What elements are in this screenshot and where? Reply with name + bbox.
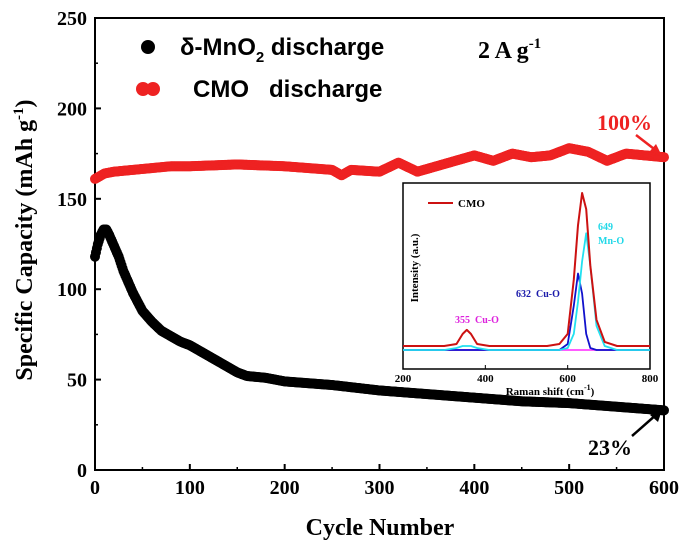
- y-tick-label: 0: [77, 460, 87, 482]
- data-point: [659, 405, 669, 416]
- x-tick-label: 400: [459, 477, 489, 499]
- y-tick-label: 200: [57, 98, 87, 120]
- legend-label-cmo: CMO discharge: [193, 76, 382, 103]
- peak-label-649-position: 649: [598, 222, 613, 233]
- mno2-series: [90, 224, 669, 416]
- y-axis-ticks: 0 50 100 150 200 250: [57, 8, 101, 482]
- inset-legend-label: CMO: [458, 198, 485, 210]
- x-axis-label: Cycle Number: [306, 515, 455, 541]
- peak-label-649-band: Mn-O: [598, 236, 624, 247]
- mno2-retention-label: 23%: [588, 435, 632, 460]
- data-point: [659, 152, 669, 163]
- inset-x-ticks: 200 400 600 800: [395, 365, 659, 385]
- x-tick-label: 200: [270, 477, 300, 499]
- peak-label-632: 632 Cu-O: [516, 289, 560, 300]
- legend: δ-MnO2 discharge CMO discharge: [136, 34, 384, 103]
- y-tick-label: 150: [57, 189, 87, 211]
- cmo-retention-arrowhead: [650, 144, 662, 156]
- y-tick-label: 50: [67, 370, 87, 392]
- mno2-retention-arrowhead: [650, 410, 662, 422]
- cmo-series: [90, 143, 669, 184]
- legend-label-mno2: δ-MnO2 discharge: [180, 34, 384, 66]
- x-tick-label: 500: [554, 477, 584, 499]
- inset-x-tick-label: 200: [395, 373, 412, 385]
- y-tick-label: 100: [57, 279, 87, 301]
- legend-marker-mno2: [141, 40, 155, 54]
- x-tick-label: 300: [365, 477, 395, 499]
- x-tick-label: 100: [175, 477, 205, 499]
- x-tick-label: 0: [90, 477, 100, 499]
- y-axis-label: Specific Capacity (mAh g-1): [11, 99, 38, 380]
- inset-curve-0: [403, 192, 650, 347]
- inset-curves: [403, 192, 650, 351]
- y-tick-label: 250: [57, 8, 87, 30]
- inset-frame: [402, 182, 651, 370]
- legend-marker-cmo: [136, 82, 150, 96]
- inset-y-label: Intensity (a.u.): [409, 233, 421, 302]
- inset-x-tick-label: 600: [559, 373, 576, 385]
- cmo-retention-label: 100%: [597, 110, 652, 135]
- inset-x-tick-label: 400: [477, 373, 494, 385]
- mno2-retention-arrow: [631, 413, 658, 437]
- inset-curve-3: [403, 232, 650, 351]
- inset-x-tick-label: 800: [642, 373, 659, 385]
- inset-x-label: Raman shift (cm-1): [506, 383, 595, 398]
- raman-inset: 200 400 600 800 CMO Intensity (a.u.) Raman …: [395, 182, 659, 398]
- peak-label-355: 355 Cu-O: [455, 315, 499, 326]
- x-axis-ticks: 0 100 200 300 400 500 600: [90, 464, 679, 499]
- x-tick-label: 600: [649, 477, 679, 499]
- legend-marker-cmo-2: [146, 82, 160, 96]
- current-density-label: 2 A g-1: [478, 36, 541, 64]
